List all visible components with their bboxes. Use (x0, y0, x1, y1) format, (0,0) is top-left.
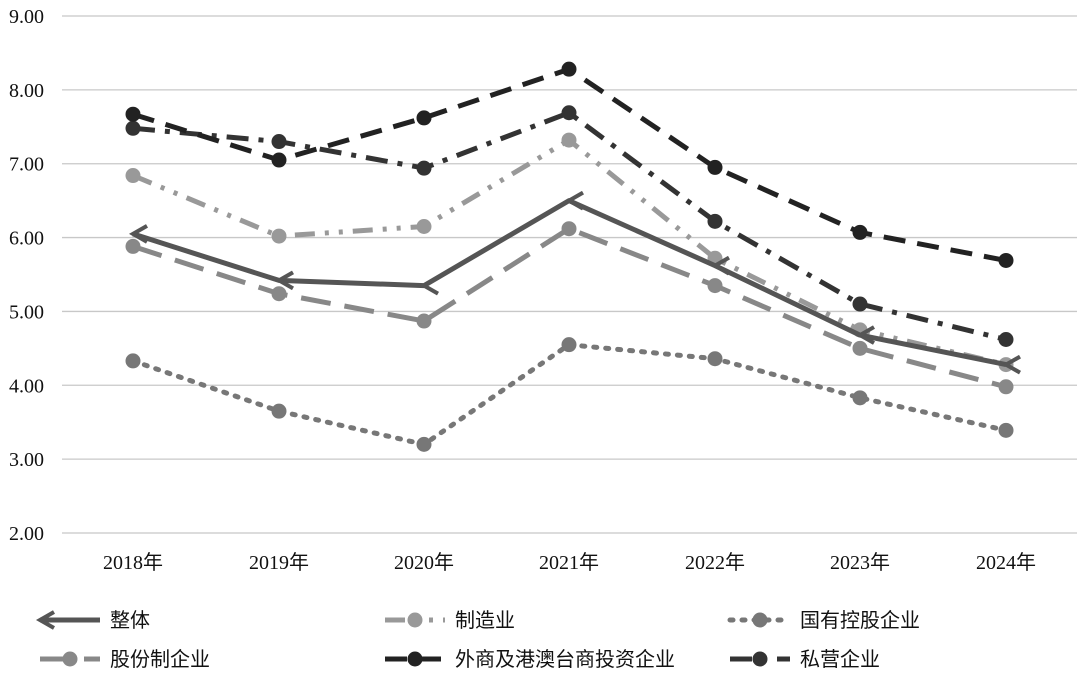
data-point-marker (998, 252, 1014, 268)
legend-item: 制造业 (385, 608, 515, 632)
data-point-marker (419, 275, 439, 296)
series-2 (125, 132, 1014, 373)
data-point-marker (852, 340, 868, 356)
data-point-marker (416, 313, 432, 329)
grid-layer (62, 15, 1077, 534)
data-point-marker (707, 159, 723, 175)
data-point-marker (416, 160, 432, 176)
data-point-marker (855, 325, 875, 345)
legend-label: 外商及港澳台商投资企业 (455, 647, 675, 671)
series-3 (125, 337, 1014, 452)
legend-item: 外商及港澳台商投资企业 (385, 647, 675, 671)
x-tick-label: 2022年 (685, 551, 745, 574)
legend-item: 股份制企业 (40, 647, 210, 671)
y-tick-label: 6.00 (9, 228, 44, 250)
x-tick-label: 2023年 (830, 551, 890, 574)
series-6 (125, 105, 1014, 347)
series-layer (125, 61, 1021, 452)
data-point-marker (707, 213, 723, 229)
data-point-marker (852, 224, 868, 240)
x-tick-label: 2020年 (394, 551, 454, 574)
data-point-marker (125, 120, 141, 136)
y-tick-label: 3.00 (9, 449, 44, 471)
x-tick-label: 2024年 (976, 551, 1036, 574)
data-point-marker (271, 134, 287, 150)
legend-label: 私营企业 (800, 647, 880, 671)
legend-swatch-marker (407, 612, 423, 628)
series-5 (125, 61, 1014, 268)
x-tick-label: 2018年 (103, 551, 163, 574)
data-point-marker (271, 152, 287, 168)
legend-label: 整体 (110, 608, 150, 632)
data-point-marker (998, 331, 1014, 347)
data-point-marker (564, 190, 584, 211)
data-point-marker (125, 106, 141, 122)
series-line (132, 137, 1007, 368)
y-tick-label: 4.00 (9, 375, 44, 397)
legend-item: 整体 (35, 608, 150, 632)
data-point-marker (416, 110, 432, 126)
legend-swatch-marker (35, 610, 55, 630)
data-point-marker (271, 286, 287, 302)
data-point-marker (707, 351, 723, 367)
data-point-marker (561, 132, 577, 148)
legend-label: 制造业 (455, 608, 515, 632)
legend-swatch-marker (407, 651, 423, 667)
data-point-marker (125, 353, 141, 369)
data-point-marker (561, 105, 577, 121)
data-point-marker (710, 255, 730, 276)
legend-item: 国有控股企业 (727, 608, 920, 632)
x-tick-label: 2019年 (249, 551, 309, 574)
data-point-marker (125, 238, 141, 254)
legend-item: 私营企业 (730, 647, 880, 671)
data-point-marker (416, 218, 432, 234)
x-axis-tick-labels: 2018年 2019年 2020年 2021年 2022年 2023年 2024年 (103, 551, 1036, 574)
y-tick-label: 9.00 (9, 6, 44, 28)
y-tick-label: 7.00 (9, 154, 44, 176)
data-point-marker (998, 422, 1014, 438)
legend-swatch-marker (752, 651, 768, 667)
data-point-marker (852, 296, 868, 312)
data-point-marker (416, 436, 432, 452)
data-point-marker (271, 403, 287, 419)
data-point-marker (998, 379, 1014, 395)
legend-swatch-marker (752, 612, 768, 628)
y-axis-tick-labels: 2.00 3.00 4.00 5.00 6.00 7.00 8.00 9.00 (9, 6, 44, 545)
y-tick-label: 5.00 (9, 301, 44, 323)
legend-swatch-marker (62, 651, 78, 667)
y-tick-label: 2.00 (9, 523, 44, 545)
data-point-marker (561, 61, 577, 77)
data-point-marker (707, 278, 723, 294)
data-point-marker (852, 390, 868, 406)
y-tick-label: 8.00 (9, 80, 44, 102)
series-4 (125, 221, 1014, 395)
legend-label: 股份制企业 (110, 647, 210, 671)
x-tick-label: 2021年 (539, 551, 599, 574)
data-point-marker (128, 224, 148, 244)
data-point-marker (274, 270, 294, 291)
series-1 (128, 190, 1021, 375)
data-point-marker (561, 337, 577, 353)
legend-label: 国有控股企业 (800, 608, 920, 632)
data-point-marker (561, 221, 577, 237)
data-point-marker (125, 168, 141, 184)
data-point-marker (271, 228, 287, 244)
data-point-marker (1001, 354, 1021, 375)
series-line (130, 342, 1009, 447)
